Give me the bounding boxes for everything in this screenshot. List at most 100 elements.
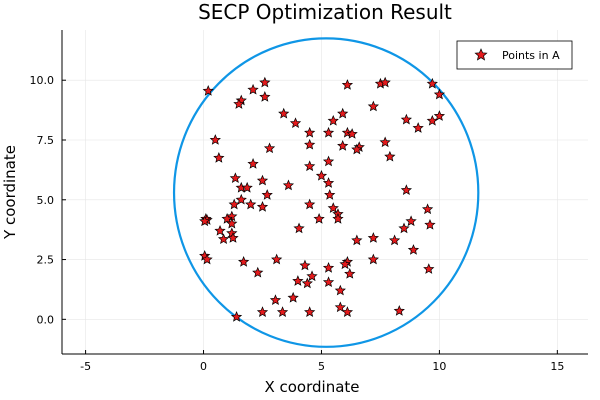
data-point xyxy=(304,198,316,210)
data-point xyxy=(400,113,412,125)
data-point xyxy=(379,136,391,148)
y-tick-label: 0.0 xyxy=(37,313,55,326)
data-point xyxy=(233,98,245,109)
data-point xyxy=(199,215,211,227)
x-tick-label: -5 xyxy=(80,360,91,373)
data-point xyxy=(202,85,214,96)
data-point xyxy=(301,277,313,289)
data-point xyxy=(412,122,424,133)
x-tick-label: 10 xyxy=(432,360,446,373)
data-point xyxy=(304,138,316,150)
data-point xyxy=(433,88,446,100)
data-point xyxy=(322,126,335,138)
data-point xyxy=(228,198,240,210)
data-point xyxy=(367,232,379,243)
x-axis-label: X coordinate xyxy=(264,378,359,396)
data-point xyxy=(433,110,446,121)
y-tick-label: 7.5 xyxy=(37,134,55,147)
data-point xyxy=(351,143,363,155)
data-point xyxy=(269,294,282,305)
data-point xyxy=(271,253,283,265)
data-point xyxy=(337,107,349,119)
data-point xyxy=(341,306,354,317)
data-point xyxy=(252,266,264,278)
data-point xyxy=(367,253,379,265)
data-point xyxy=(241,181,253,193)
data-point xyxy=(344,267,356,279)
data-point xyxy=(341,79,354,90)
data-point xyxy=(393,305,405,316)
data-point xyxy=(405,215,417,227)
data-point xyxy=(201,253,213,265)
data-point xyxy=(313,212,325,224)
data-point xyxy=(235,193,247,205)
data-point xyxy=(217,233,230,245)
data-point xyxy=(209,134,221,145)
data-point xyxy=(245,198,257,210)
data-point xyxy=(421,203,434,215)
data-point xyxy=(423,263,435,274)
data-point xyxy=(334,301,346,313)
y-axis-label: Y coordinate xyxy=(1,145,19,240)
data-point xyxy=(334,284,346,296)
data-point xyxy=(214,224,226,236)
data-point xyxy=(426,114,438,126)
data-point xyxy=(261,189,273,200)
data-point xyxy=(367,100,379,112)
data-point xyxy=(400,184,412,195)
plot-background xyxy=(62,30,588,354)
data-point xyxy=(238,256,250,267)
data-point xyxy=(322,276,335,288)
data-point xyxy=(407,244,420,255)
data-point xyxy=(384,150,396,162)
data-point xyxy=(388,234,401,246)
data-point xyxy=(304,306,316,317)
data-point xyxy=(227,232,239,243)
data-point xyxy=(424,218,436,230)
data-point xyxy=(276,306,289,317)
data-point xyxy=(226,217,238,229)
chart-title: SECP Optimization Result xyxy=(198,0,452,24)
data-point xyxy=(426,77,438,89)
data-point xyxy=(339,258,351,270)
data-point xyxy=(230,311,243,322)
x-tick-label: 15 xyxy=(550,360,564,373)
data-point xyxy=(315,169,328,181)
data-point xyxy=(322,155,335,167)
data-point xyxy=(256,201,269,212)
data-point xyxy=(256,306,269,317)
y-tick-label: 10.0 xyxy=(30,74,55,87)
data-point xyxy=(346,128,358,139)
data-point xyxy=(324,189,336,200)
x-tick-label: 0 xyxy=(200,360,207,373)
plot-data xyxy=(172,37,480,348)
data-point xyxy=(278,107,290,119)
y-tick-label: 2.5 xyxy=(37,254,55,267)
enclosing-circle xyxy=(172,37,480,348)
data-point xyxy=(259,91,271,102)
data-point xyxy=(256,174,269,186)
data-point xyxy=(299,259,311,271)
data-point xyxy=(287,291,299,303)
data-point xyxy=(327,114,339,126)
data-point xyxy=(247,157,259,169)
legend: Points in A xyxy=(456,40,573,70)
data-point xyxy=(229,172,241,184)
legend-box xyxy=(456,40,573,70)
data-point xyxy=(247,83,259,95)
data-point xyxy=(289,117,302,129)
data-point xyxy=(304,126,316,138)
data-point xyxy=(322,177,335,188)
data-point xyxy=(292,275,304,286)
data-point xyxy=(332,212,344,224)
grid xyxy=(62,30,588,354)
data-point xyxy=(337,140,349,151)
x-tick-label: 5 xyxy=(318,360,325,373)
data-point xyxy=(282,179,295,191)
axes: -5 0 5 10 15 0.0 2.5 5.0 7.5 10.0 xyxy=(30,30,588,373)
data-point xyxy=(213,152,225,163)
data-point xyxy=(398,222,410,234)
data-point xyxy=(259,76,271,88)
data-point xyxy=(327,202,339,213)
